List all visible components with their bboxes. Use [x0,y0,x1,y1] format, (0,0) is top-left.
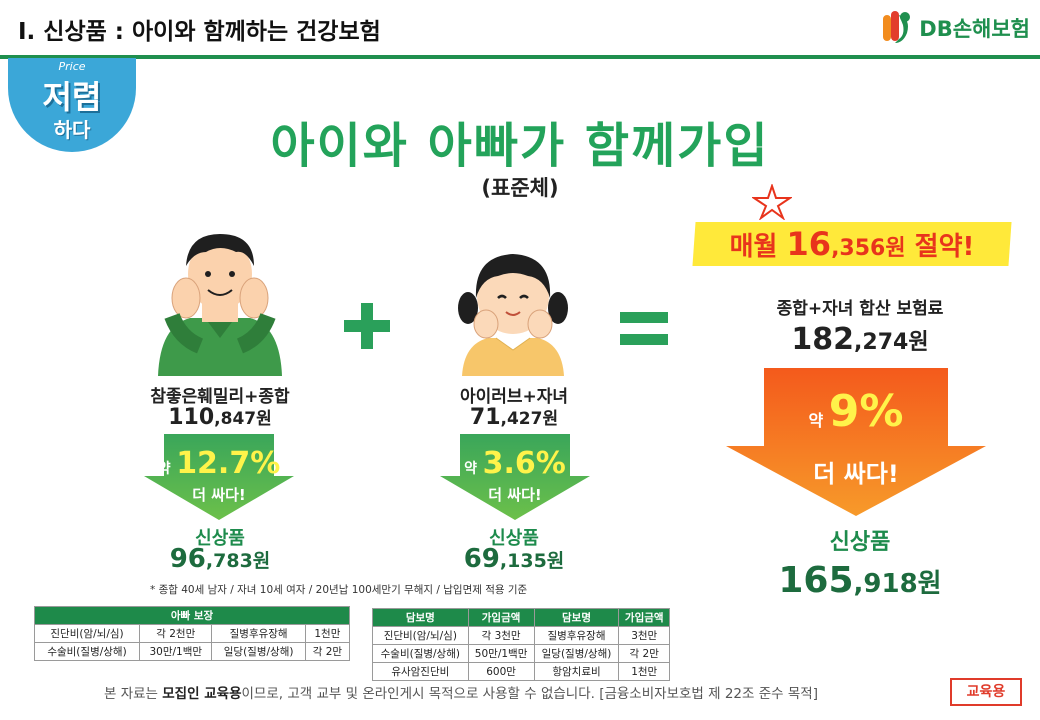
child-new-product-price: 69,135원 [463,544,565,574]
equals-icon [620,312,668,346]
header: Ⅰ. 신상품 : 아이와 함께하는 건강보험 DB손해보험 [0,0,1040,59]
total-discount-arrow [726,368,986,516]
dad-new-product-price: 96,783원 [169,544,271,574]
daughter-illustration [458,254,568,376]
dad-table-header: 아빠 보장 [34,606,350,625]
child-coverage-table: 담보명 가입금액 담보명 가입금액 진단비(암/뇌/심) 각 3천만 질병후유장… [372,608,670,681]
dad-discount: 약 12.7% [157,446,281,481]
child-discount-label: 더 싸다! [488,486,542,504]
page-title: Ⅰ. 신상품 : 아이와 함께하는 건강보험 [18,19,381,45]
table-row: 유사암진단비 600만 항암치료비 1천만 [372,662,670,681]
total-discount-label: 더 싸다! [813,460,899,488]
price-badge: Price 저렴 하다 [8,58,136,152]
plus-icon [344,303,390,349]
education-use-tag: 교육용 [950,678,1022,706]
main-title: 아이와 아빠가 함께가입 [270,118,770,174]
child-new-product-label: 신상품 [489,528,539,549]
dad-product-name: 참좋은훼밀리+종합 [150,387,290,407]
db-logo: DB손해보험 [877,8,1030,48]
dad-new-product-label: 신상품 [195,528,245,549]
child-discount-arrow [440,434,590,520]
dad-coverage-table: 아빠 보장 진단비(암/뇌/심) 각 2천만 질병후유장해 1천만 수술비(질병… [33,606,351,661]
footnote: * 종합 40세 남자 / 자녀 10세 여자 / 20년납 100세만기 무해… [150,584,528,596]
dad-discount-arrow [144,434,294,520]
logo-text: DB손해보험 [919,17,1030,41]
star-doodle-icon [752,184,792,220]
savings-text: 매월 16,356원 절약! [729,225,975,263]
combined-premium-label: 종합+자녀 합산 보험료 [776,299,944,319]
header-divider [0,55,1040,59]
combined-premium-price: 182,274원 [791,322,929,357]
subtitle: (표준체) [481,176,559,200]
badge-main-label: 저렴 [42,78,102,116]
father-illustration [158,234,282,376]
table-header-row: 담보명 가입금액 담보명 가입금액 [372,608,670,627]
child-discount: 약 3.6% [464,446,566,481]
db-logo-icon [883,11,911,43]
dad-discount-label: 더 싸다! [192,486,246,504]
total-new-product-price: 165,918원 [778,560,942,601]
child-product-price: 71,427원 [469,405,559,430]
badge-price-label: Price [58,60,86,73]
table-row: 수술비(질병/상해) 50만/1백만 일당(질병/상해) 각 2만 [372,644,670,663]
child-product-name: 아이러브+자녀 [459,387,569,407]
dad-product-price: 110,847원 [168,405,272,430]
table-row: 진단비(암/뇌/심) 각 2천만 질병후유장해 1천만 [33,624,351,643]
disclaimer-note: 본 자료는 모집인 교육용이므로, 고객 교부 및 온라인게시 목적으로 사용할… [104,686,818,702]
badge-sub-label: 하다 [53,118,91,142]
table-row: 진단비(암/뇌/심) 각 3천만 질병후유장해 3천만 [372,626,670,645]
total-discount: 약 9% [808,386,904,437]
table-row: 수술비(질병/상해) 30만/1백만 일당(질병/상해) 각 2만 [33,642,351,661]
total-new-product-label: 신상품 [829,530,891,555]
